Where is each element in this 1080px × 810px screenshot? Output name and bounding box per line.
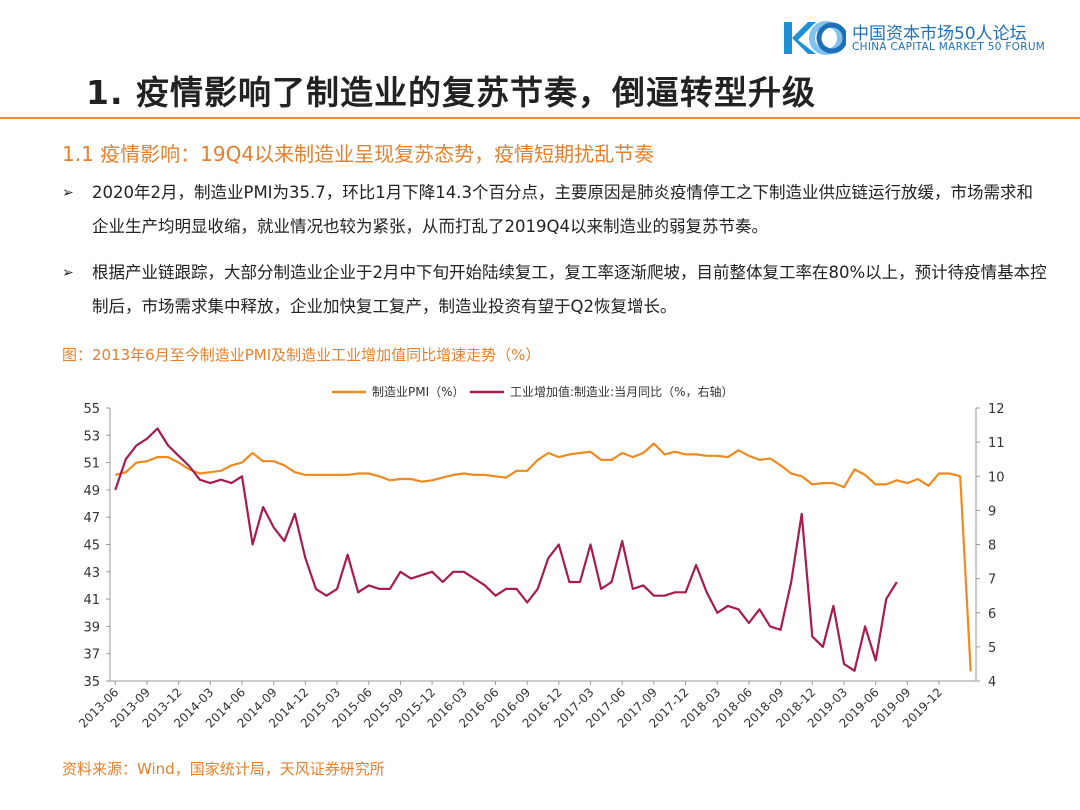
y-left-tick-label: 53 — [83, 429, 100, 444]
chart-container: 35 37 39 41 43 45 47 49 51 53 55 4 5 6 7 8 9 10 11 12 2013-0… — [62, 380, 1020, 748]
figure-title: 图：2013年6月至今制造业PMI及制造业工业增加值同比增速走势（%） — [62, 346, 541, 364]
y-right-tick-label: 12 — [988, 402, 1005, 417]
section-subtitle: 1.1 疫情影响：19Q4以来制造业呈现复苏态势，疫情短期扰乱节奏 — [62, 142, 655, 166]
y-right-tick-label: 10 — [988, 470, 1005, 485]
bullet-item: ➢ 2020年2月，制造业PMI为35.7，环比1月下降14.3个百分点，主要原… — [62, 176, 1052, 246]
y-right-tick-label: 11 — [988, 436, 1005, 451]
logo-chinese-name: 中国资本市场50人论坛 — [852, 24, 1027, 44]
y-left-tick-label: 47 — [83, 511, 100, 526]
y-left-tick-label: 43 — [83, 566, 100, 581]
y-right-tick-label: 9 — [988, 504, 996, 519]
industry-value-added-series-line — [114, 427, 898, 672]
y-right-tick-label: 4 — [988, 675, 996, 690]
y-left-tick-label: 35 — [83, 675, 100, 690]
y-left-tick-label: 41 — [83, 593, 100, 608]
legend-industry-label: 工业增加值:制造业:当月同比（%，右轴） — [510, 384, 734, 399]
forum-logo: 中国资本市场50人论坛 CHINA CAPITAL MARKET 50 FORU… — [780, 16, 1070, 60]
bullet-item: ➢ 根据产业链跟踪，大部分制造业企业于2月中下旬开始陆续复工，复工率逐渐爬坡，目… — [62, 256, 1052, 326]
y-left-tick-label: 37 — [83, 648, 100, 663]
y-right-tick-label: 7 — [988, 573, 996, 588]
pmi-industry-line-chart: 35373941434547495153554567891011122013-0… — [76, 384, 1005, 731]
bullet-text: 2020年2月，制造业PMI为35.7，环比1月下降14.3个百分点，主要原因是… — [92, 183, 1034, 236]
bullet-text: 根据产业链跟踪，大部分制造业企业于2月中下旬开始陆续复工，复工率逐渐爬坡，目前整… — [92, 263, 1047, 316]
y-left-tick-label: 39 — [83, 620, 100, 635]
legend-pmi-label: 制造业PMI（%） — [372, 385, 465, 399]
logo-english-name: CHINA CAPITAL MARKET 50 FORUM — [852, 41, 1046, 53]
y-left-tick-label: 55 — [83, 402, 100, 417]
pmi-series-line — [115, 442, 972, 672]
page-title: 1. 疫情影响了制造业的复苏节奏，倒逼转型升级 — [86, 73, 816, 112]
k50-logo-icon — [784, 21, 846, 55]
header-divider — [0, 117, 1080, 119]
y-right-tick-label: 5 — [988, 641, 996, 656]
arrow-bullet-icon: ➢ — [62, 265, 74, 281]
arrow-bullet-icon: ➢ — [62, 185, 74, 201]
y-left-tick-label: 45 — [83, 539, 100, 554]
y-left-tick-label: 49 — [83, 484, 100, 499]
figure-source: 资料来源：Wind，国家统计局，天风证券研究所 — [62, 760, 385, 778]
y-right-tick-label: 6 — [988, 607, 996, 622]
y-left-tick-label: 51 — [83, 457, 100, 472]
y-right-tick-label: 8 — [988, 539, 996, 554]
